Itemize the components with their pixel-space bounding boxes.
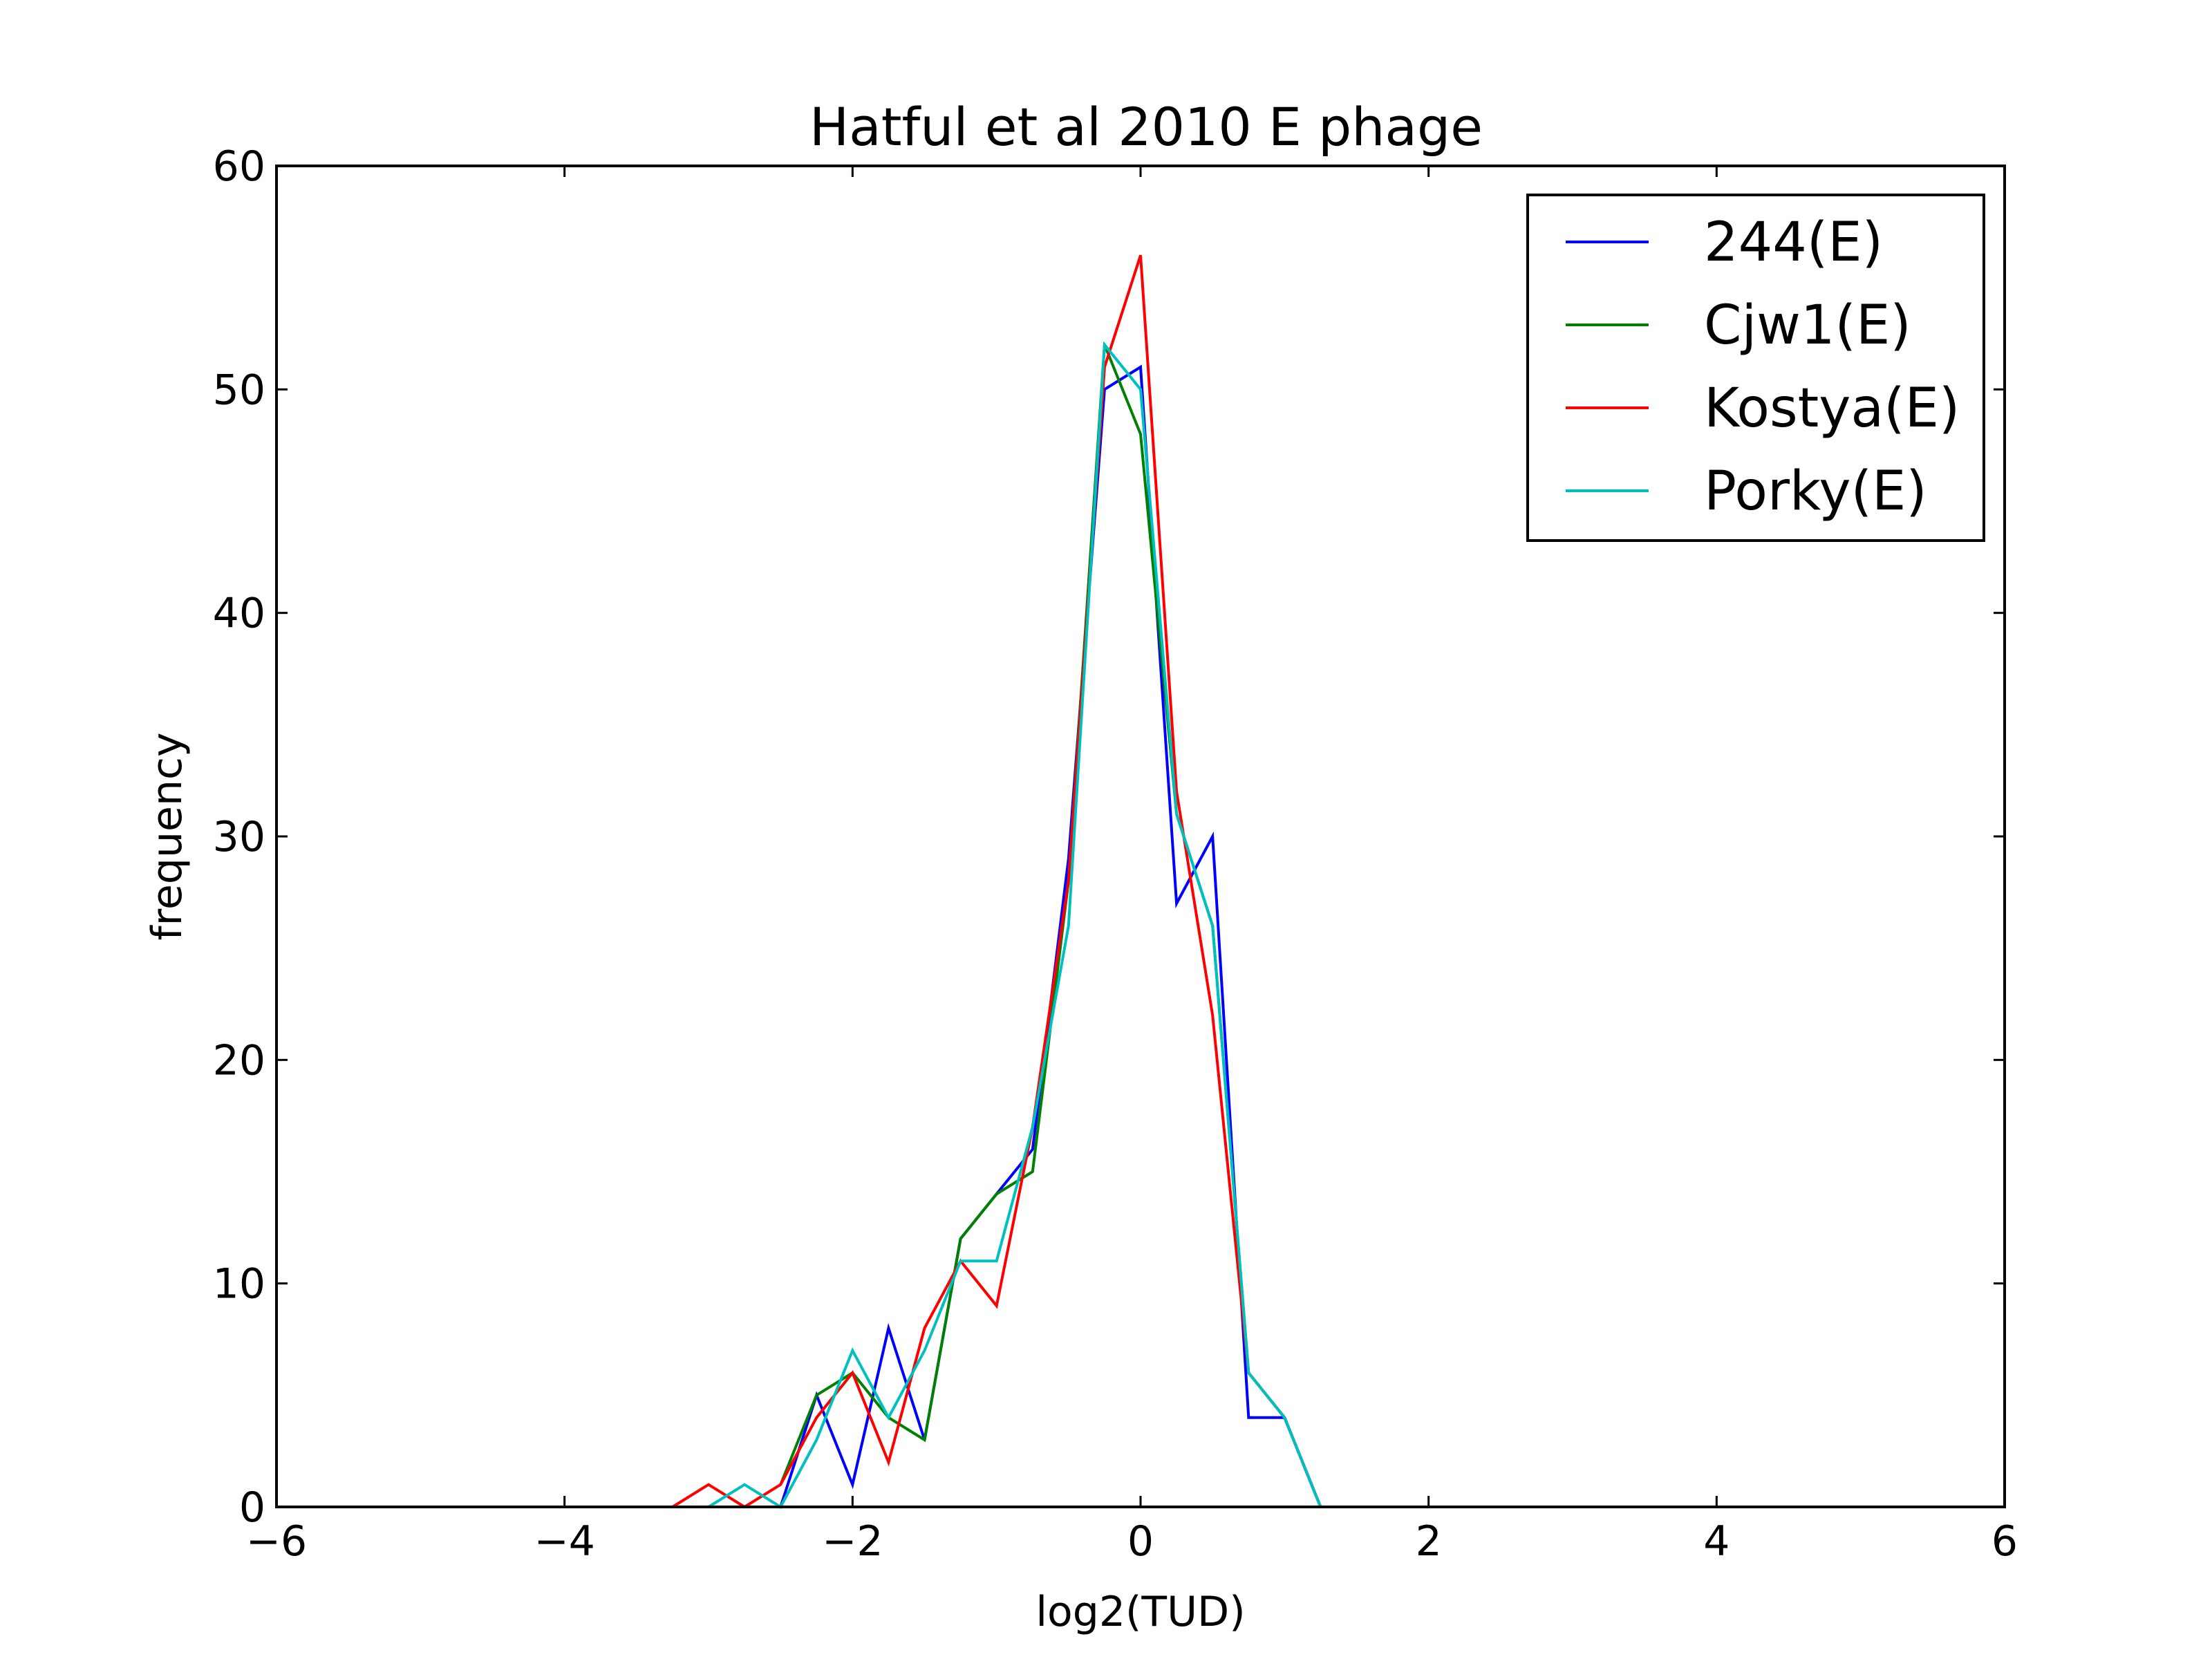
x-tick-label: −4 (534, 1517, 594, 1566)
x-tick-label: 4 (1703, 1517, 1730, 1566)
y-tick-label: 0 (239, 1483, 265, 1532)
y-tick-label: 20 (213, 1036, 265, 1085)
chart-title: Hatful et al 2010 E phage (809, 96, 1483, 158)
series-line-4 (707, 341, 1322, 1509)
y-tick-label: 10 (213, 1260, 265, 1309)
legend-label-4: Porky(E) (1704, 460, 1927, 523)
legend-frame (1526, 194, 1985, 542)
legend-label-2: Cjw1(E) (1704, 294, 1911, 357)
y-tick-label: 50 (213, 366, 265, 414)
x-tick-label: 2 (1416, 1517, 1442, 1566)
legend-label-3: Kostya(E) (1704, 377, 1960, 440)
y-tick-label: 60 (213, 142, 265, 191)
y-axis-label: frequency (143, 733, 191, 941)
legend-label-1: 244(E) (1704, 212, 1883, 274)
x-tick-label: −6 (246, 1517, 307, 1566)
x-tick-label: −2 (822, 1517, 883, 1566)
x-axis-label: log2(TUD) (1035, 1588, 1245, 1636)
y-tick-label: 40 (213, 590, 265, 638)
series-line-3 (671, 254, 1322, 1509)
y-tick-label: 30 (213, 813, 265, 861)
legend: 244(E) Cjw1(E) Kostya(E) Porky(E) (1526, 194, 1985, 542)
x-tick-label: 0 (1127, 1517, 1154, 1566)
x-tick-label: 6 (1991, 1517, 2018, 1566)
series-layer (671, 254, 1322, 1509)
